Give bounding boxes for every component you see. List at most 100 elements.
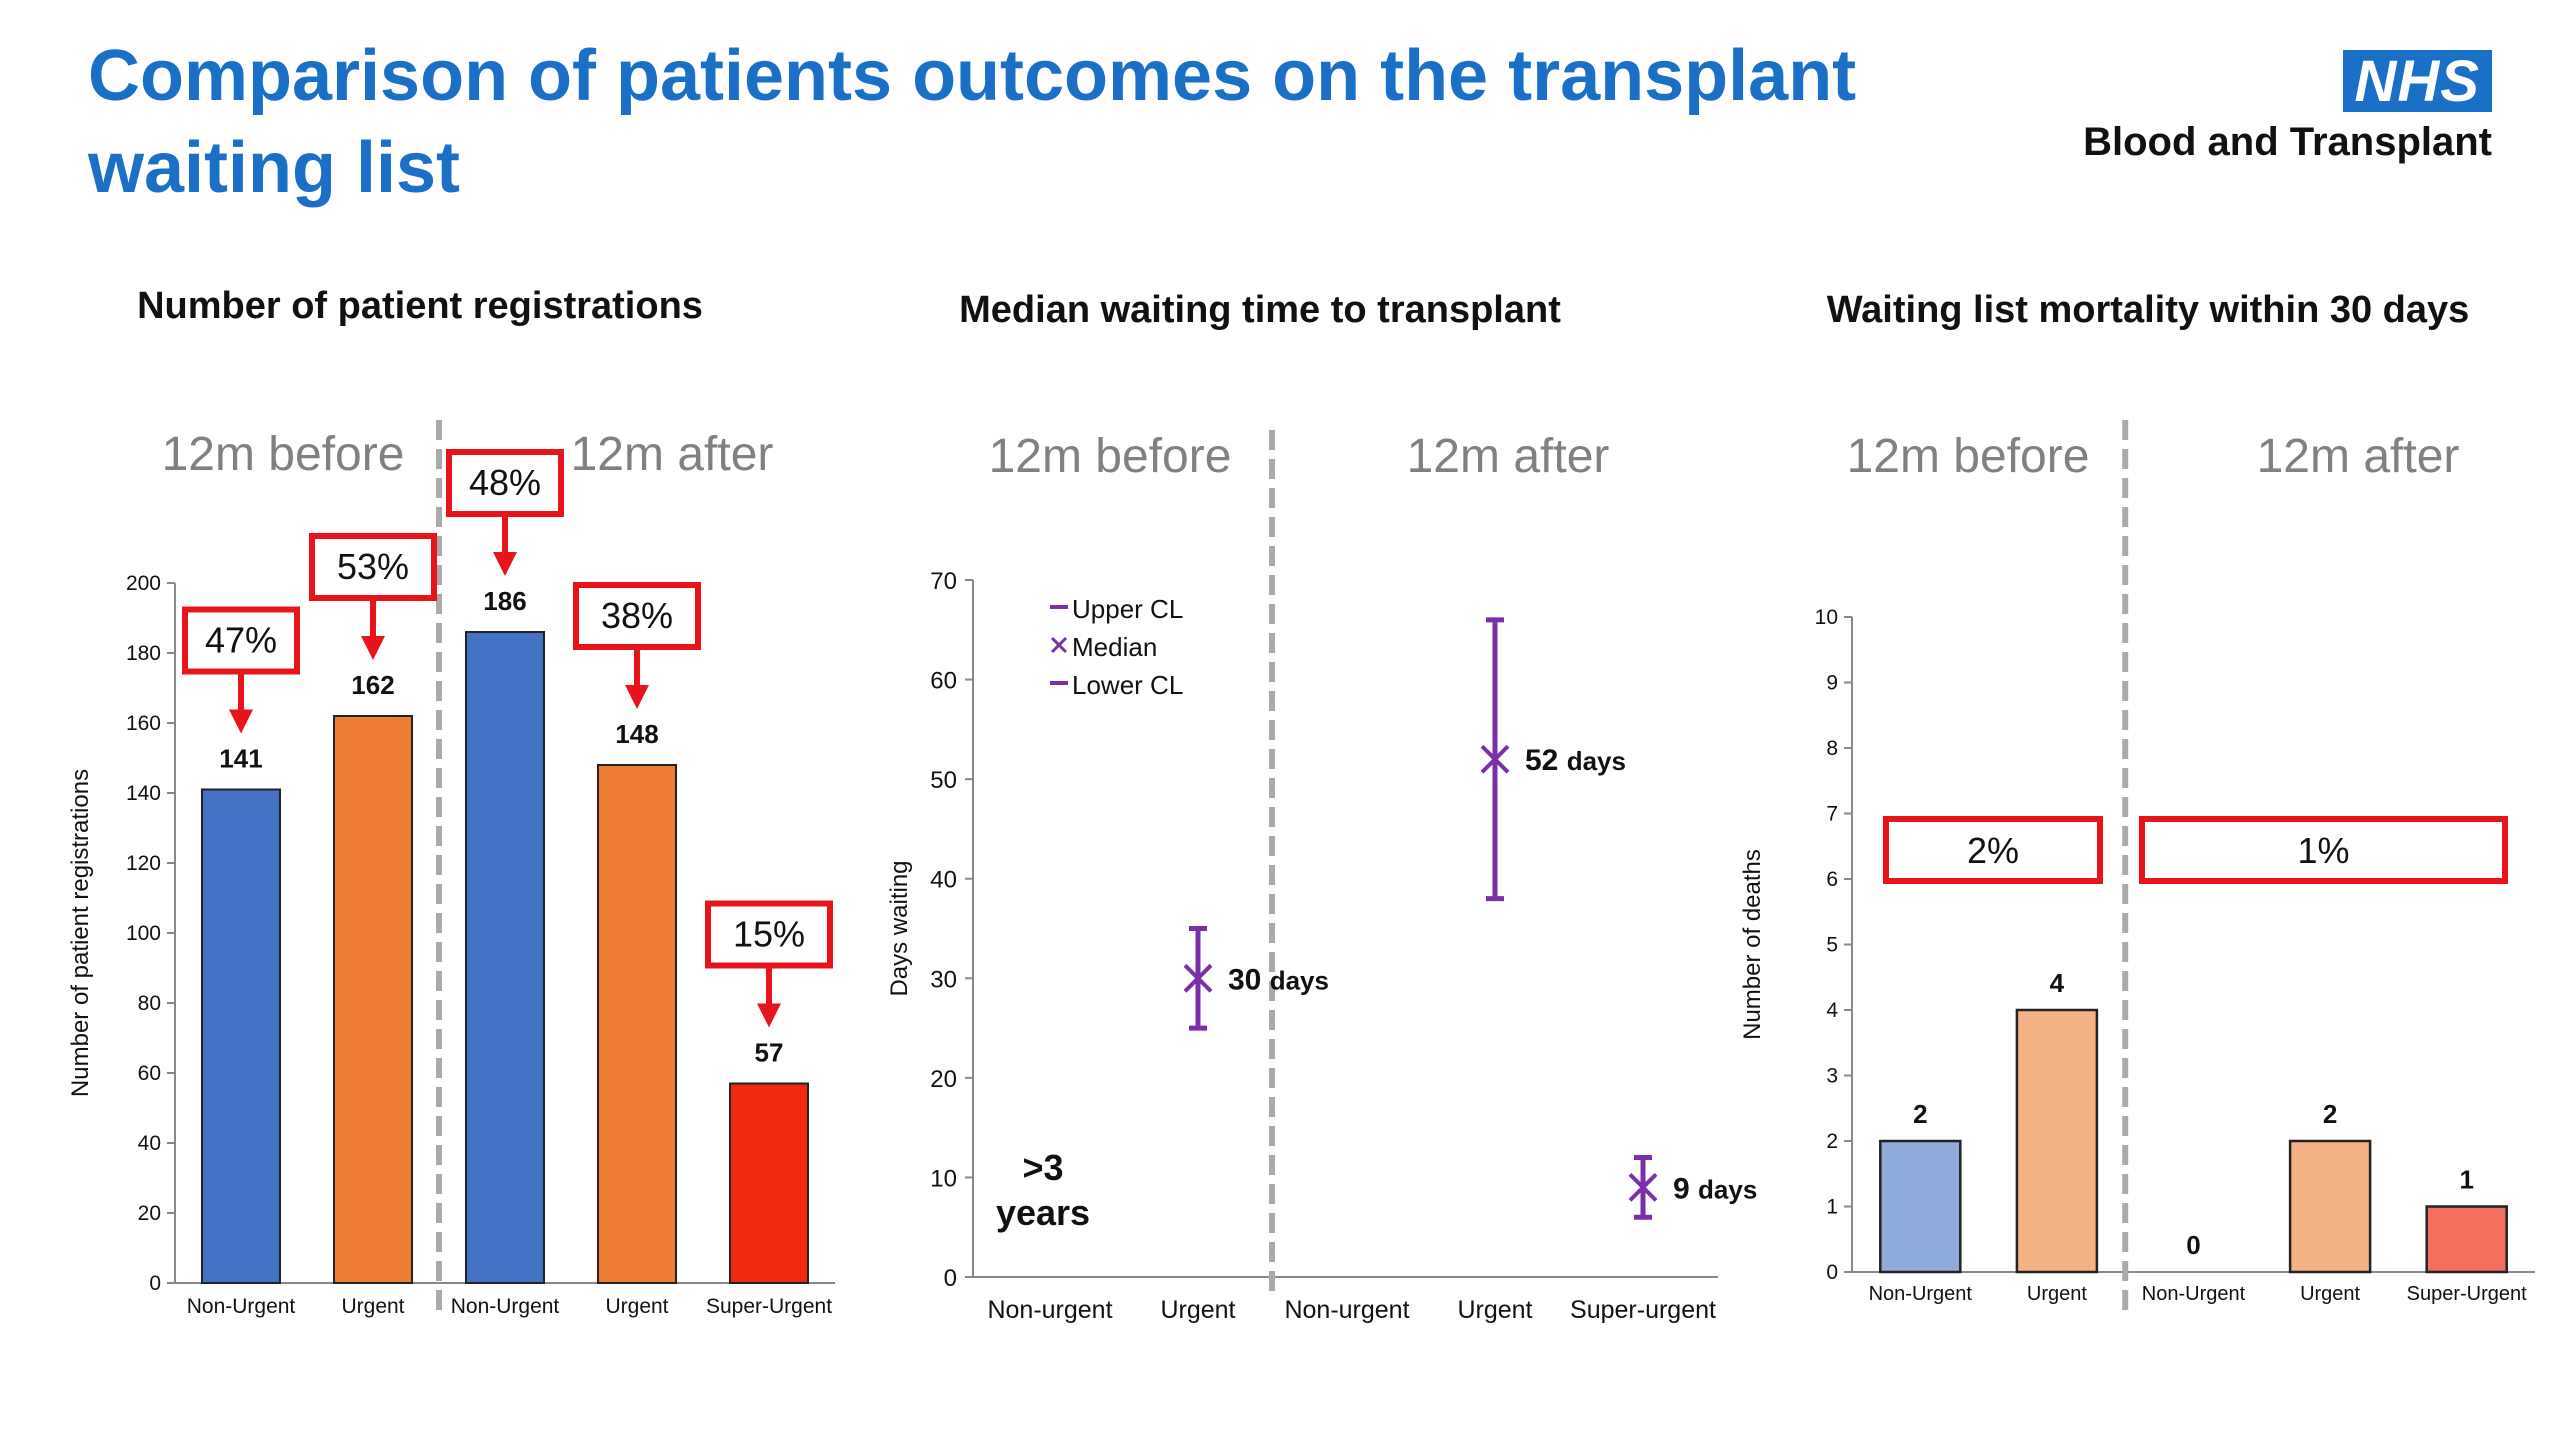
nhs-brand-mark: NHS [2342, 50, 2492, 112]
annotation-unit: years [996, 1192, 1090, 1233]
y-tick-label: 50 [930, 767, 957, 794]
point-label: 52 days [1525, 744, 1626, 777]
nhs-logo: NHS Blood and Transplant [2083, 50, 2492, 165]
data-label: 2 [1913, 1099, 1927, 1129]
x-tick-label: Urgent [1457, 1296, 1532, 1324]
callout-box [705, 900, 833, 969]
y-tick-label: 20 [138, 1202, 161, 1225]
x-tick-label: Non-Urgent [451, 1295, 560, 1318]
callout-box [446, 449, 564, 517]
chart-title: Median waiting time to transplant [959, 289, 1561, 331]
point-label: 30 days [1228, 963, 1329, 996]
y-tick-label: 10 [930, 1165, 957, 1192]
period-label-before: 12m before [1847, 430, 2090, 483]
y-tick-label: 120 [126, 852, 161, 875]
y-tick-label: 30 [930, 966, 957, 993]
x-tick-label: Urgent [341, 1295, 404, 1318]
bar [2015, 1008, 2099, 1274]
x-tick-label: Super-urgent [1570, 1296, 1716, 1324]
y-axis-label: Number of patient registrations [67, 769, 94, 1097]
y-tick-label: 0 [149, 1272, 161, 1295]
point-label-value: 9 [1673, 1172, 1698, 1205]
y-tick-label: 180 [126, 642, 161, 665]
callout-percent: 38% [601, 595, 673, 636]
y-tick-label: 5 [1826, 934, 1838, 957]
callout-box [1883, 816, 2103, 884]
point-label-value: 30 [1228, 963, 1270, 996]
median-marker [1183, 963, 1213, 993]
y-axis-label: Days waiting [886, 860, 913, 996]
data-label: 2 [2323, 1099, 2337, 1129]
y-tick-label: 140 [126, 782, 161, 805]
y-tick-label: 9 [1826, 672, 1838, 695]
callout-percent: 53% [337, 546, 409, 587]
y-tick-label: 100 [126, 922, 161, 945]
y-axis-label: Number of deaths [1739, 849, 1766, 1040]
data-label: 4 [2050, 968, 2065, 998]
y-tick-label: 6 [1826, 868, 1838, 891]
y-tick-label: 20 [930, 1066, 957, 1093]
y-tick-label: 40 [138, 1132, 161, 1155]
y-tick-label: 200 [126, 572, 161, 595]
chart-title: Waiting list mortality within 30 days [1827, 289, 2470, 331]
bar [333, 715, 413, 1284]
y-tick-label: 1 [1826, 1196, 1838, 1219]
x-tick-label: Urgent [2027, 1283, 2087, 1305]
y-tick-label: 3 [1826, 1065, 1838, 1088]
callout-box [182, 606, 300, 675]
median-marker [1480, 744, 1510, 774]
data-label: 148 [615, 719, 658, 749]
data-label: 141 [219, 744, 262, 774]
y-tick-label: 40 [930, 867, 957, 894]
x-tick-label: Urgent [605, 1295, 668, 1318]
x-tick-label: Non-Urgent [2142, 1283, 2246, 1305]
point-label: 9 days [1673, 1172, 1757, 1205]
y-tick-label: 80 [138, 992, 161, 1015]
point-label-unit: days [1567, 746, 1626, 776]
y-tick-label: 2 [1826, 1130, 1838, 1153]
period-label-after: 12m after [1407, 430, 1610, 483]
period-label-before: 12m before [162, 428, 405, 481]
x-tick-label: Urgent [1160, 1296, 1235, 1324]
bar [1879, 1139, 1962, 1274]
x-tick-label: Non-Urgent [187, 1295, 296, 1318]
data-label: 1 [2459, 1165, 2473, 1195]
mortality-chart: Waiting list mortality within 30 days012… [1739, 289, 2535, 1315]
legend-median-marker [1050, 636, 1068, 654]
waiting-time-chart: Median waiting time to transplant 0 10 20 30… [886, 289, 1757, 1324]
bar [465, 631, 545, 1284]
y-tick-label: 0 [1826, 1261, 1838, 1284]
legend-label: Lower CL [1072, 670, 1183, 700]
x-tick-label: Non-urgent [987, 1296, 1112, 1324]
page-title: Comparison of patients outcomes on the t… [88, 36, 1857, 208]
y-tick-label: 7 [1826, 803, 1838, 826]
point-label-unit: days [1698, 1174, 1757, 1204]
period-label-before: 12m before [989, 430, 1232, 483]
period-label-after: 12m after [571, 428, 774, 481]
logo-subtitle: Blood and Transplant [2083, 120, 2492, 164]
y-tick-label: 70 [930, 568, 957, 595]
bar [729, 1082, 809, 1284]
legend-label: Median [1072, 632, 1157, 662]
y-tick-label: 0 [944, 1265, 957, 1292]
y-tick-label: 60 [930, 668, 957, 695]
median-marker [1628, 1172, 1658, 1202]
callout-percent: 15% [733, 914, 805, 955]
callout-box [573, 582, 701, 650]
x-tick-label: Non-Urgent [1869, 1283, 1973, 1305]
y-tick-label: 160 [126, 712, 161, 735]
point-label-unit: days [1270, 965, 1329, 995]
data-label: 186 [483, 586, 526, 616]
bar [2288, 1139, 2372, 1274]
y-tick-label: 8 [1826, 737, 1838, 760]
x-tick-label: Non-urgent [1284, 1296, 1409, 1324]
callout-percent: 1% [2297, 830, 2349, 871]
bar [2425, 1205, 2508, 1274]
data-label: 57 [755, 1038, 784, 1068]
data-label: 162 [351, 670, 394, 700]
callout-box [2139, 816, 2508, 884]
period-label-after: 12m after [2257, 430, 2460, 483]
callout-percent: 2% [1967, 830, 2019, 871]
y-tick-label: 4 [1826, 999, 1838, 1022]
